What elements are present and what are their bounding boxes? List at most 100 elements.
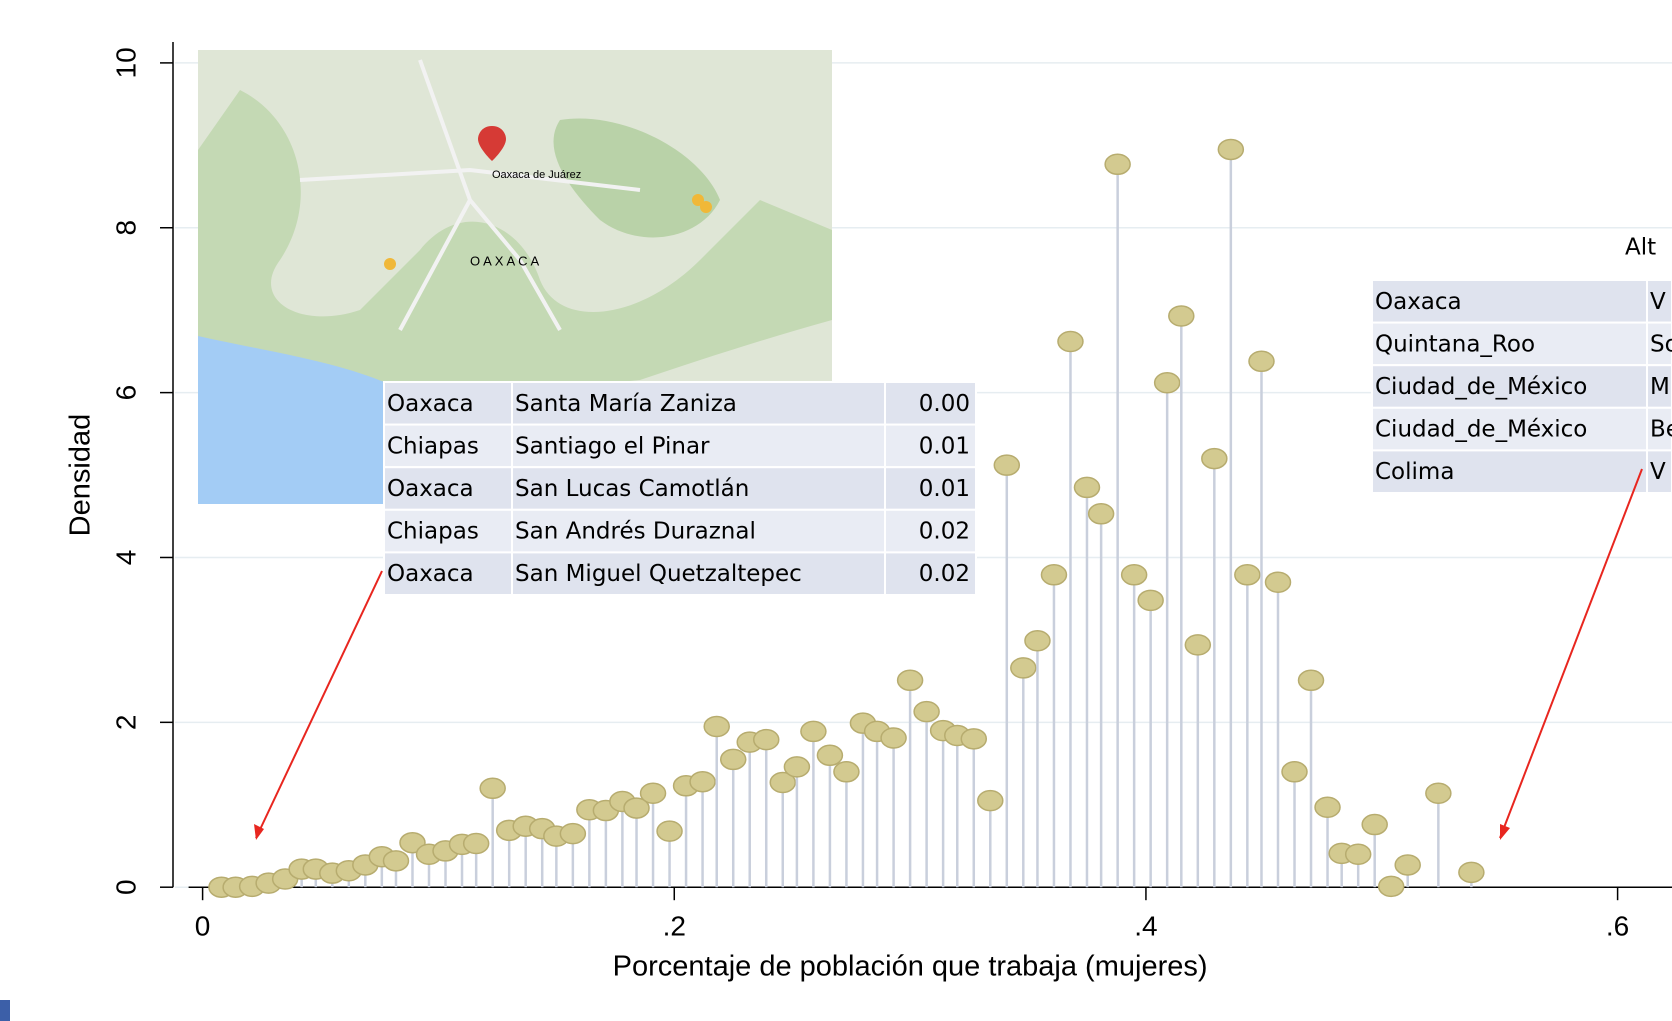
marker [559,822,587,845]
arrow [255,570,383,839]
table-row [383,551,977,597]
marker [703,715,730,738]
table-cell: Ciudad_de_México [1375,417,1587,443]
marker [1120,564,1148,586]
marker [1458,861,1485,884]
table-cell: Santiago el Pinar [515,433,710,459]
table-row [1371,449,1672,494]
arrow-head [254,824,264,840]
table-cell: Oaxaca [387,476,474,502]
table-cell: San Miguel Quetzaltepec [515,561,802,587]
table-cell: V [1650,459,1666,485]
table-cell: 0.01 [919,433,970,459]
map-pin [478,126,506,161]
marker [1361,813,1388,836]
marker [689,770,716,793]
table-cell: 0.01 [919,476,970,502]
marker [1425,782,1452,804]
map-forest [198,90,832,404]
marker [800,720,827,743]
y-axis-label: Densidad [65,414,97,537]
marker [1010,657,1037,679]
marker [1394,854,1421,876]
marker [1377,875,1405,898]
marker [1057,330,1084,353]
marker [656,820,683,842]
marker [639,782,667,804]
plot-area: 0 2 4 6 8 10 Densidad 0 .2 .4 .6 Porcentaje de pobl… [65,42,1672,983]
marker [833,761,860,783]
marker [1314,796,1341,818]
marker [993,454,1021,476]
table-row [1371,321,1672,367]
marker [977,789,1004,812]
map-label: OAXACA [470,253,542,268]
table-cell: Be [1650,417,1672,443]
table-cell: 0.02 [919,519,970,545]
marker [382,850,410,872]
marker [1201,447,1228,470]
table-cell: Quintana_Roo [1375,331,1535,357]
marker [1248,350,1275,373]
map-label: Oaxaca de Juárez [492,169,581,181]
marker [1184,634,1212,656]
table-cell: Oaxaca [1375,289,1462,315]
corner-icon [0,1000,10,1021]
table-cell: San Andrés Duraznal [515,519,756,545]
marker [1104,153,1131,176]
x-tick-label: .4 [1134,911,1157,942]
y-tick-label: 8 [110,220,141,236]
table-cell: Oaxaca [387,391,474,417]
arrow-head [1500,824,1510,840]
map-roads [299,59,641,331]
marker [1168,305,1195,327]
table-cell: So [1650,331,1672,357]
left-table: Oaxaca Santa María Zaniza 0.00 Chiapas Santi… [383,381,977,597]
table-row [383,508,977,554]
marker [719,748,747,771]
table-cell: Chiapas [387,519,479,545]
marker [1153,371,1181,394]
map-forest [553,118,720,238]
marker [880,727,907,749]
x-axis-label: Porcentaje de población que trabaja (muj… [613,951,1208,983]
marker [1234,564,1261,586]
table-cell: 0.00 [919,391,970,417]
marker [1040,564,1068,586]
arrow [1499,468,1643,839]
marker [1344,843,1372,865]
table-cell: Ciudad_de_México [1375,374,1587,400]
x-tick-label: .2 [663,911,686,942]
marker [896,669,924,692]
marker [623,797,650,819]
table-cell: Colima [1375,459,1454,485]
y-tick-label: 6 [110,385,141,401]
table-cell: San Lucas Camotlán [515,476,749,502]
marker [960,728,988,750]
marker [1264,571,1292,593]
marker [816,744,844,767]
table-cell: 0.02 [919,561,970,587]
table-row [383,423,977,469]
map-marker [692,194,704,206]
marker [752,728,780,751]
table-row [383,466,977,511]
table-cell: Santa María Zaniza [515,391,737,417]
marker [1137,589,1164,612]
marker [769,771,796,794]
map-marker [384,258,396,270]
map-marker [700,201,712,213]
marker [1073,476,1101,499]
right-table: Alt Oaxaca V Quintana_Roo So Ciudad_de_México… [1371,235,1672,494]
y-tick-label: 0 [110,879,141,895]
marker [1281,761,1308,783]
table-cell: Chiapas [387,433,479,459]
y-tick-label: 4 [110,550,141,566]
x-tick-label: 0 [195,911,211,942]
marker [1297,669,1325,692]
map-ocean [198,336,384,504]
y-tick-label: 2 [110,715,141,731]
table-cell: V [1650,289,1666,315]
marker [462,832,490,855]
